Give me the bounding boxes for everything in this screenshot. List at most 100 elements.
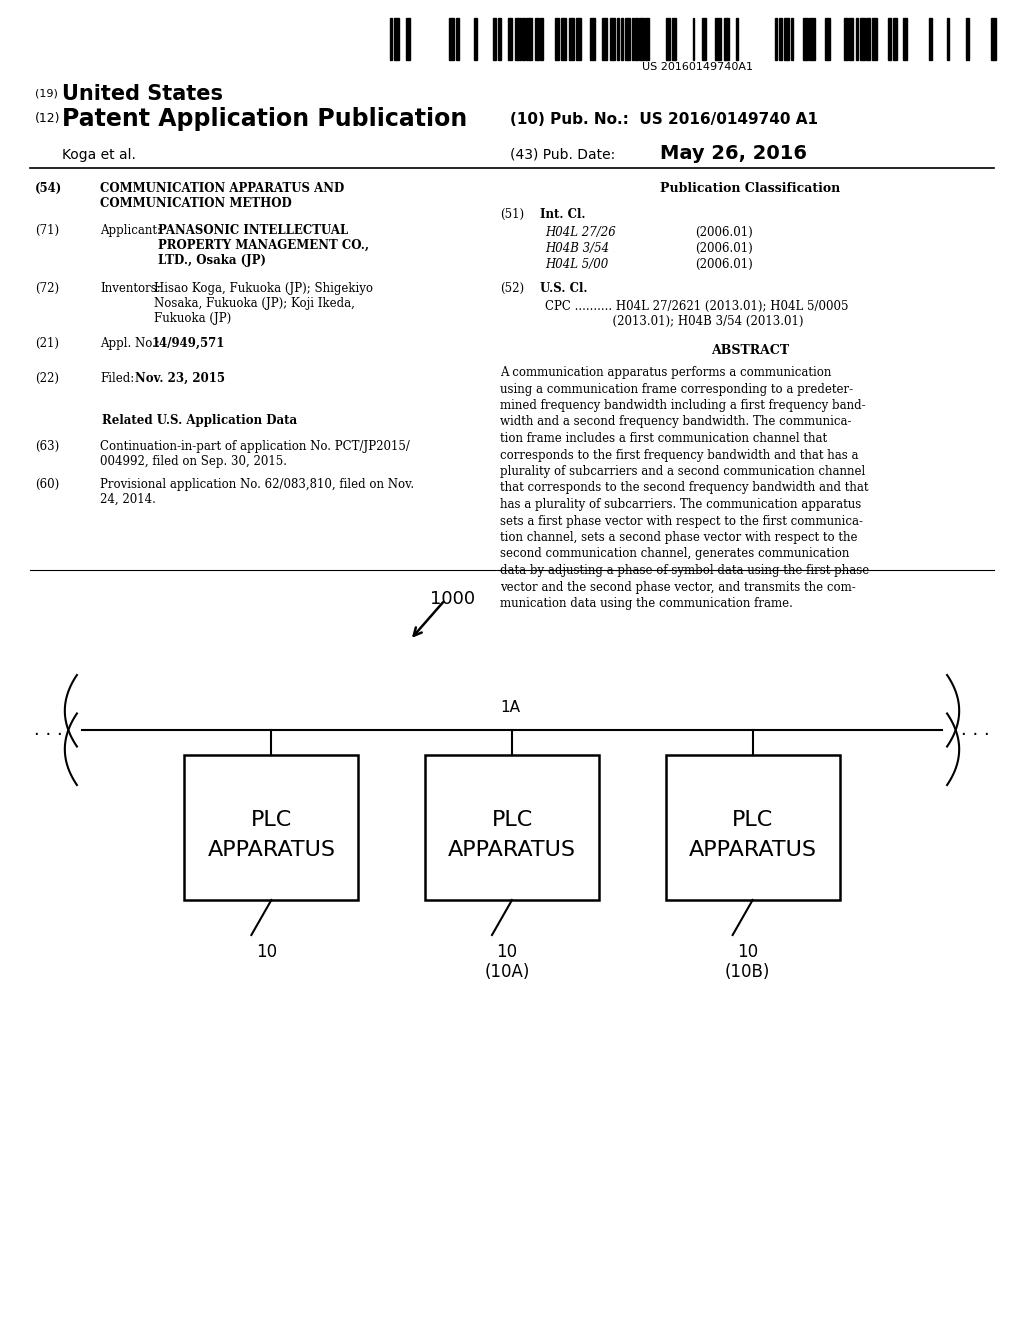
Bar <box>824 18 830 59</box>
Bar <box>621 18 623 59</box>
Bar <box>849 18 853 59</box>
Bar <box>946 18 949 59</box>
Bar <box>577 18 582 59</box>
Bar <box>425 755 599 900</box>
Text: PLC: PLC <box>732 810 773 830</box>
Text: APPARATUS: APPARATUS <box>207 840 336 861</box>
Bar <box>568 18 573 59</box>
Text: (43) Pub. Date:: (43) Pub. Date: <box>510 148 615 162</box>
Bar <box>792 18 794 59</box>
Bar <box>778 18 782 59</box>
Text: H04L 27/26: H04L 27/26 <box>545 226 615 239</box>
Text: (10A): (10A) <box>484 964 529 981</box>
Text: (72): (72) <box>35 282 59 294</box>
Bar <box>893 18 897 59</box>
Text: Hisao Koga, Fukuoka (JP); Shigekiyo
Nosaka, Fukuoka (JP); Koji Ikeda,
Fukuoka (J: Hisao Koga, Fukuoka (JP); Shigekiyo Nosa… <box>154 282 373 325</box>
Text: US 20160149740A1: US 20160149740A1 <box>641 62 753 73</box>
Bar <box>184 755 358 900</box>
Text: Related U.S. Application Data: Related U.S. Application Data <box>102 414 298 426</box>
Bar <box>617 18 618 59</box>
Text: (71): (71) <box>35 224 59 238</box>
Text: CPC .......... H04L 27/2621 (2013.01); H04L 5/0005
                  (2013.01); : CPC .......... H04L 27/2621 (2013.01); H… <box>545 300 849 327</box>
Text: Nov. 23, 2015: Nov. 23, 2015 <box>135 372 225 385</box>
Text: A communication apparatus performs a communication
using a communication frame c: A communication apparatus performs a com… <box>500 366 869 610</box>
Text: Int. Cl.: Int. Cl. <box>540 209 586 220</box>
Bar <box>692 18 694 59</box>
Bar <box>450 18 454 59</box>
Bar <box>774 18 777 59</box>
Bar <box>930 18 933 59</box>
Bar <box>602 18 607 59</box>
Bar <box>967 18 970 59</box>
Bar <box>632 18 634 59</box>
Bar <box>866 18 870 59</box>
Text: PLC: PLC <box>492 810 532 830</box>
Text: U.S. Cl.: U.S. Cl. <box>540 282 588 294</box>
Bar <box>508 18 512 59</box>
Text: ABSTRACT: ABSTRACT <box>711 345 790 356</box>
Text: 1A: 1A <box>500 700 520 715</box>
Text: (19): (19) <box>35 88 58 98</box>
Text: (2006.01): (2006.01) <box>695 242 753 255</box>
Bar <box>666 18 671 59</box>
Text: Continuation-in-part of application No. PCT/JP2015/
004992, filed on Sep. 30, 20: Continuation-in-part of application No. … <box>100 440 410 469</box>
Bar <box>702 18 707 59</box>
Bar <box>672 18 676 59</box>
Bar <box>522 18 524 59</box>
Text: Filed:: Filed: <box>100 372 134 385</box>
Bar <box>724 18 729 59</box>
Text: 1000: 1000 <box>430 590 475 609</box>
Bar <box>666 755 840 900</box>
Text: (12): (12) <box>35 112 60 125</box>
Text: 14/949,571: 14/949,571 <box>152 337 225 350</box>
Text: Publication Classification: Publication Classification <box>659 182 840 195</box>
Text: PLC: PLC <box>251 810 292 830</box>
Text: (60): (60) <box>35 478 59 491</box>
Bar <box>526 18 531 59</box>
Bar <box>716 18 721 59</box>
Bar <box>456 18 459 59</box>
Text: (63): (63) <box>35 440 59 453</box>
Bar <box>494 18 496 59</box>
Bar <box>540 18 543 59</box>
Text: Applicant:: Applicant: <box>100 224 161 238</box>
Bar <box>609 18 614 59</box>
Text: (22): (22) <box>35 372 59 385</box>
Text: H04B 3/54: H04B 3/54 <box>545 242 609 255</box>
Text: Patent Application Publication: Patent Application Publication <box>62 107 467 131</box>
Bar <box>990 18 996 59</box>
Text: (2006.01): (2006.01) <box>695 226 753 239</box>
Bar <box>871 18 877 59</box>
Text: Appl. No.:: Appl. No.: <box>100 337 160 350</box>
Text: (10) Pub. No.:  US 2016/0149740 A1: (10) Pub. No.: US 2016/0149740 A1 <box>510 112 818 127</box>
Text: H04L 5/00: H04L 5/00 <box>545 257 608 271</box>
Bar <box>888 18 891 59</box>
Text: May 26, 2016: May 26, 2016 <box>660 144 807 162</box>
Bar <box>784 18 788 59</box>
Bar <box>844 18 848 59</box>
Bar <box>645 18 649 59</box>
Text: (10B): (10B) <box>725 964 770 981</box>
Bar <box>635 18 638 59</box>
Bar <box>515 18 521 59</box>
Bar <box>856 18 858 59</box>
Text: United States: United States <box>62 84 223 104</box>
Bar <box>498 18 501 59</box>
Text: PANASONIC INTELLECTUAL
PROPERTY MANAGEMENT CO.,
LTD., Osaka (JP): PANASONIC INTELLECTUAL PROPERTY MANAGEME… <box>158 224 369 267</box>
Bar <box>407 18 410 59</box>
Bar <box>561 18 566 59</box>
Text: (21): (21) <box>35 337 59 350</box>
Text: Koga et al.: Koga et al. <box>62 148 136 162</box>
Text: 10: 10 <box>256 942 276 961</box>
Text: 10: 10 <box>497 942 517 961</box>
Bar <box>735 18 737 59</box>
Bar <box>536 18 539 59</box>
Text: Provisional application No. 62/083,810, filed on Nov.
24, 2014.: Provisional application No. 62/083,810, … <box>100 478 414 506</box>
Bar <box>902 18 907 59</box>
Bar <box>474 18 477 59</box>
Text: APPARATUS: APPARATUS <box>688 840 817 861</box>
Text: COMMUNICATION APPARATUS AND
COMMUNICATION METHOD: COMMUNICATION APPARATUS AND COMMUNICATIO… <box>100 182 344 210</box>
Text: (52): (52) <box>500 282 524 294</box>
Bar <box>394 18 398 59</box>
Bar <box>626 18 631 59</box>
